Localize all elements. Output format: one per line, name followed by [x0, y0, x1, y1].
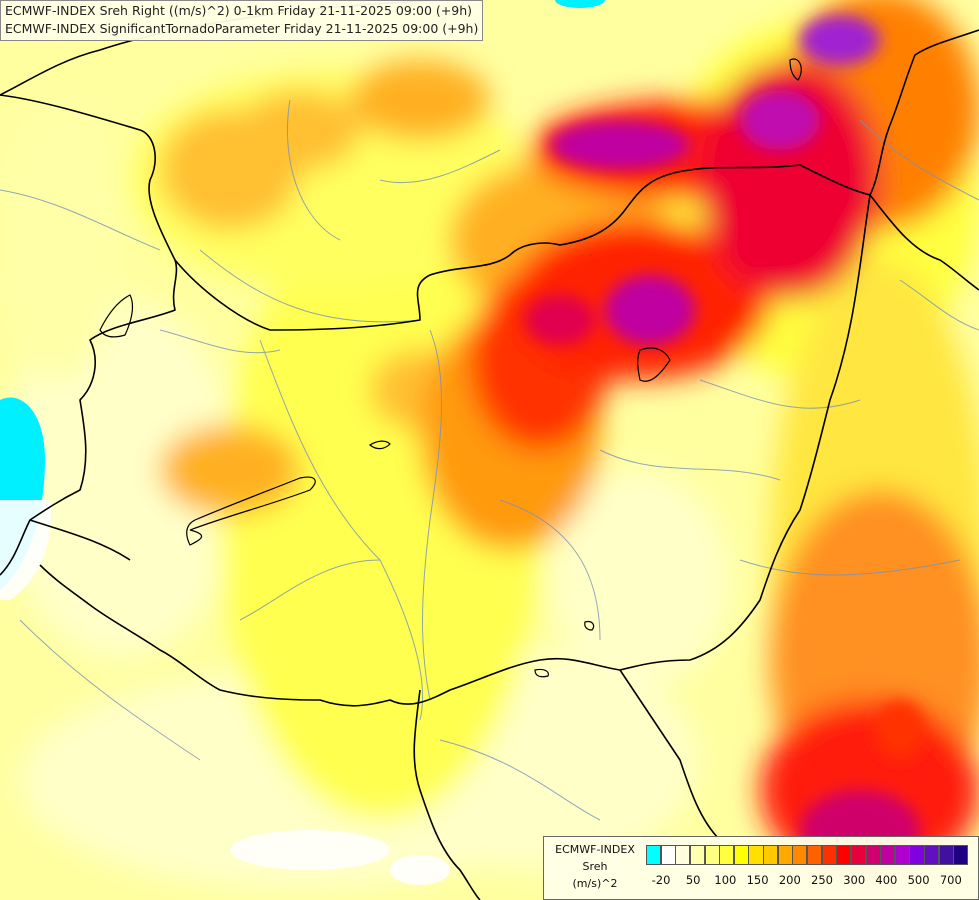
colorbar-tick-label: 100: [714, 873, 737, 887]
colorbar-swatch: [777, 845, 793, 865]
colorbar-swatch: [821, 845, 837, 865]
colorbar-tick-label: 200: [778, 873, 801, 887]
colorbar-tick-label: 400: [875, 873, 898, 887]
colorbar-tick-label: 300: [843, 873, 866, 887]
sreh-core-shading: [525, 15, 925, 870]
legend-model-label: ECMWF-INDEX: [555, 843, 635, 856]
colorbar-swatch: [880, 845, 896, 865]
colorbar-swatch: [924, 845, 940, 865]
colorbar-swatch: [748, 845, 764, 865]
white-patch-2: [390, 855, 450, 885]
colorbar-swatch: [675, 845, 691, 865]
colorbar-swatch: [909, 845, 925, 865]
stp-contours: [99, 58, 802, 678]
colorbar-swatch: [689, 845, 706, 865]
colorbar-swatch: [836, 845, 852, 865]
colorbar-swatch: [938, 845, 954, 865]
colorbar-swatch: [807, 845, 823, 865]
colorbar-tick-label: -20: [651, 873, 671, 887]
cyan-patch-top: [555, 0, 605, 8]
colorbar-swatch: [792, 845, 808, 865]
colorbar-ticks: -20 50 100 150 200 250 300 400 500 700: [544, 873, 978, 891]
legend-unit-label: (m/s)^2: [572, 877, 618, 890]
colorbar-swatch: [865, 845, 881, 865]
colorbar-tick-label: 500: [907, 873, 930, 887]
colorbar-swatch: [733, 845, 749, 865]
admin-lines: [0, 99, 979, 881]
colorbar-swatch: [763, 845, 779, 865]
colorbar-swatch: [704, 845, 720, 865]
colorbar-swatch: [953, 845, 969, 865]
colorbar-swatch: [660, 845, 676, 865]
colorbar-tick-label: 150: [746, 873, 769, 887]
white-patch: [230, 830, 390, 870]
colorbar-swatch: [894, 845, 910, 865]
lake-white-area: [0, 500, 51, 600]
colorbar-legend: ECMWF-INDEX Sreh (m/s)^2 -20 50 100 150 200 2…: [543, 836, 979, 900]
title-line-2: ECMWF-INDEX SignificantTornadoParameter …: [5, 21, 479, 36]
colorbar-tick-label: 700: [939, 873, 962, 887]
colorbar-swatch: [850, 845, 867, 865]
legend-param-label: Sreh: [582, 860, 608, 873]
colorbar-tick-label: 250: [811, 873, 833, 887]
colorbar-swatch: [646, 845, 662, 865]
title-line-1: ECMWF-INDEX Sreh Right ((m/s)^2) 0-1km F…: [5, 3, 473, 18]
colorbar-tick-label: 50: [685, 873, 701, 887]
map-title-box: ECMWF-INDEX Sreh Right ((m/s)^2) 0-1km F…: [0, 0, 484, 41]
colorbar-swatch: [719, 845, 735, 865]
